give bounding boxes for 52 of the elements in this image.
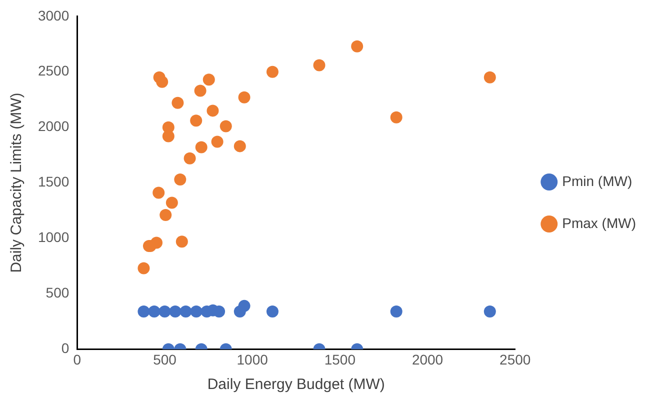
point xyxy=(211,136,224,148)
point xyxy=(138,262,150,274)
point xyxy=(484,305,496,318)
point xyxy=(176,236,188,248)
x-tick-label: 500 xyxy=(153,351,177,368)
y-tick-label: 2000 xyxy=(38,118,70,134)
point xyxy=(180,305,192,318)
point xyxy=(138,305,150,318)
y-axis-title: Daily Capacity Limits (MW) xyxy=(8,92,26,273)
point xyxy=(234,140,246,152)
point xyxy=(206,104,219,117)
point xyxy=(150,236,163,249)
x-tick-label: 0 xyxy=(73,351,82,368)
y-tick-label: 1500 xyxy=(38,174,70,190)
y-tick-label: 0 xyxy=(61,340,70,356)
point xyxy=(156,76,168,88)
point xyxy=(190,305,202,318)
y-tick-label: 2500 xyxy=(38,62,70,79)
x-tick-label: 2500 xyxy=(500,351,531,368)
point xyxy=(238,91,250,104)
point xyxy=(202,74,215,86)
point xyxy=(162,130,174,142)
point xyxy=(194,84,206,97)
legend-label: Pmax (MW) xyxy=(562,214,636,231)
point xyxy=(158,305,171,318)
point xyxy=(172,96,184,109)
x-tick-label: 1500 xyxy=(324,351,356,368)
point xyxy=(174,173,186,186)
point xyxy=(220,120,232,132)
legend-label: Pmin (MW) xyxy=(562,172,632,189)
point xyxy=(238,300,250,312)
point xyxy=(152,186,165,199)
point xyxy=(390,305,402,318)
point xyxy=(390,111,402,124)
x-tick-label: 2000 xyxy=(412,351,444,368)
y-tick-label: 500 xyxy=(46,284,70,301)
y-tick-label: 3000 xyxy=(38,7,70,24)
point xyxy=(169,305,182,318)
point xyxy=(160,208,172,221)
point xyxy=(266,305,278,318)
point xyxy=(351,40,364,52)
x-axis-title: Daily Energy Budget (MW) xyxy=(207,376,385,394)
point xyxy=(166,196,178,209)
point xyxy=(148,305,160,318)
point xyxy=(195,141,208,154)
point xyxy=(190,114,202,127)
y-tick-label: 1000 xyxy=(38,229,70,246)
x-tick-label: 1000 xyxy=(236,351,268,368)
point xyxy=(484,71,496,84)
point xyxy=(184,152,196,164)
point xyxy=(313,59,326,72)
point xyxy=(266,66,278,78)
